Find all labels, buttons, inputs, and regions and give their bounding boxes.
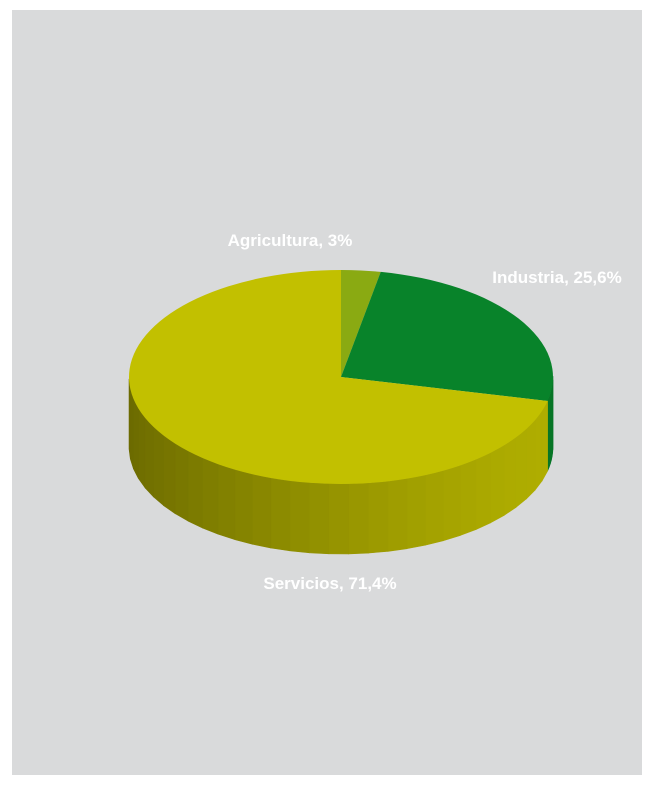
pie-slice-servicios bbox=[129, 270, 548, 484]
pie-sides bbox=[128, 376, 554, 555]
pie-side-servicios bbox=[406, 474, 426, 550]
pie-side-servicios bbox=[138, 407, 146, 489]
pie-side-servicios bbox=[174, 443, 189, 522]
pie-side-servicios bbox=[459, 459, 477, 536]
pie-side-servicios bbox=[515, 428, 527, 509]
pie-side-servicios bbox=[534, 409, 543, 491]
pie-side-servicios bbox=[187, 450, 203, 529]
pie-side-servicios bbox=[526, 419, 536, 500]
pie-chart: Agricultura, 3% Industria, 25,6% Servici… bbox=[128, 231, 622, 593]
pie-side-servicios bbox=[368, 481, 389, 554]
pie-side-servicios bbox=[308, 482, 330, 555]
label-industria: Industria, 25,6% bbox=[492, 268, 621, 287]
pie-side-servicios bbox=[144, 417, 154, 498]
pie-side-servicios bbox=[202, 457, 219, 535]
pie-side-servicios bbox=[541, 399, 548, 482]
pie-slice-agricultura bbox=[341, 270, 381, 377]
pie-side-servicios bbox=[252, 473, 272, 549]
pie-side-servicios bbox=[475, 452, 491, 530]
pie-side-servicios bbox=[163, 434, 176, 515]
pie-side-servicios bbox=[234, 469, 253, 545]
chart-panel: Agricultura, 3% Industria, 25,6% Servici… bbox=[12, 10, 642, 775]
pie-side-servicios bbox=[425, 470, 444, 546]
pie-side-servicios bbox=[387, 478, 408, 552]
pie-side-servicios bbox=[270, 477, 291, 552]
label-agricultura: Agricultura, 3% bbox=[228, 231, 353, 250]
label-servicios: Servicios, 71,4% bbox=[263, 574, 396, 593]
pie-side-servicios bbox=[130, 388, 134, 469]
pie-side-servicios bbox=[133, 398, 139, 479]
pie-side-servicios bbox=[128, 378, 131, 459]
pie-side-servicios bbox=[289, 480, 310, 554]
pie-side-servicios bbox=[217, 463, 236, 541]
pie-side-servicios bbox=[490, 444, 505, 524]
pie-side-servicios bbox=[328, 483, 349, 555]
pie-side-servicios bbox=[442, 465, 461, 542]
pie-tops bbox=[129, 270, 553, 484]
pie-side-servicios bbox=[348, 482, 369, 555]
pie-side-servicios bbox=[153, 426, 164, 507]
pie-slice-industria bbox=[341, 271, 553, 401]
pie-side-servicios bbox=[503, 436, 517, 516]
